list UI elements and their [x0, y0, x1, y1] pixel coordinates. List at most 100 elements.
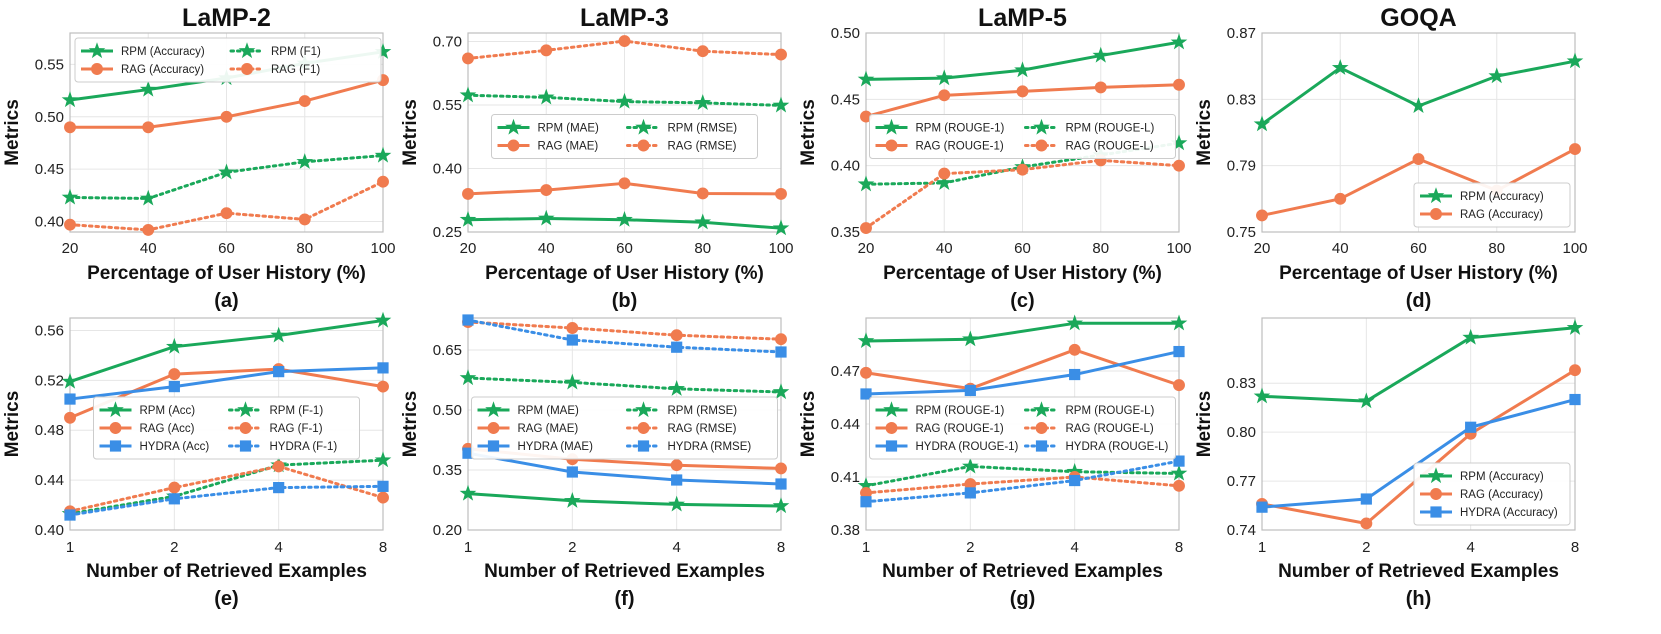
legend-marker [637, 422, 650, 434]
legend-label: RAG (F1) [271, 64, 320, 76]
data-point-rag-rmse [462, 52, 474, 65]
y-axis-label: Metrics [1194, 391, 1215, 458]
legend-marker [1427, 467, 1445, 484]
legend-marker [1033, 401, 1050, 418]
x-tick-label: 80 [694, 240, 711, 257]
legend-marker [238, 42, 256, 59]
data-point-rag-rmse [618, 35, 631, 47]
plot-frame [467, 32, 782, 233]
data-point-rpm-rmse [668, 380, 685, 396]
data-point-hydra-rmse [671, 341, 683, 353]
legend-marker [883, 401, 900, 418]
data-point-rpm-rouge-l [1170, 134, 1188, 151]
y-tick-label: 0.55 [35, 56, 64, 73]
data-point-hydra-accuracy [1569, 393, 1581, 406]
data-point-hydra-mae [671, 474, 683, 486]
legend-label: RPM (MAE) [538, 123, 600, 135]
data-point-hydra-rouge-1 [1173, 345, 1185, 358]
data-point-rpm-mae [668, 495, 685, 512]
series-line-rag-rmse [466, 320, 783, 341]
y-axis-label: Metrics [1194, 99, 1215, 166]
data-point-hydra-accuracy [1465, 421, 1477, 433]
chart-sublabel: (f) [615, 588, 635, 610]
data-point-rpm-rouge-l [857, 175, 875, 192]
legend-label: RPM (ROUGE-L) [1066, 123, 1155, 135]
y-axis-label: Metrics [400, 391, 421, 458]
data-point-hydra-accuracy [1256, 501, 1268, 513]
series-line-rpm-f-1 [68, 458, 385, 516]
legend-label: RPM (MAE) [518, 405, 580, 417]
data-point-rpm-mae [564, 492, 581, 508]
data-point-rag-mae [775, 187, 787, 200]
series-layer [459, 35, 790, 236]
legend-label: RPM (RMSE) [668, 405, 738, 417]
legend-marker [109, 422, 122, 434]
legend-marker [239, 422, 252, 434]
data-point-hydra-acc [273, 366, 285, 378]
legend: RPM (MAE) RAG (MAE) HYDRA (MAE) RPM (RMSE) R… [471, 396, 778, 460]
data-point-rpm-mae [694, 213, 712, 230]
series-line-rag-rouge-1 [865, 348, 1180, 391]
x-axis-label: Percentage of User History (%) [87, 263, 366, 284]
x-tick-label: 80 [1092, 240, 1109, 257]
legend-label: RAG (RMSE) [668, 423, 737, 435]
y-tick-label: 0.40 [831, 158, 860, 175]
y-tick-label: 0.75 [1227, 224, 1256, 241]
data-point-rpm-f1 [61, 188, 79, 205]
x-tick-label: 60 [616, 240, 633, 257]
plot-frame [865, 32, 1180, 233]
x-tick-label: 2 [170, 539, 178, 556]
legend-box [869, 396, 1176, 460]
y-tick-label: 0.87 [1227, 25, 1256, 42]
y-tick-label: 0.35 [831, 224, 860, 241]
legend-marker [1035, 440, 1048, 452]
legend-label: HYDRA (Acc) [140, 441, 210, 453]
legend-marker [885, 139, 898, 152]
y-tick-label: 0.41 [831, 469, 860, 486]
chart-title: GOQA [1380, 4, 1456, 32]
data-point-rpm-rmse [616, 92, 633, 109]
legend-label: RAG (Acc) [140, 423, 195, 435]
legend-marker [505, 118, 522, 135]
legend-label: RAG (ROUGE-1) [916, 141, 1004, 153]
y-tick-label: 0.52 [35, 372, 64, 389]
data-point-rpm-accuracy [1410, 97, 1427, 114]
plot-frame [467, 317, 782, 531]
y-tick-label: 0.56 [35, 322, 64, 339]
y-tick-label: 0.38 [831, 522, 860, 539]
legend-label: RPM (RMSE) [668, 123, 738, 135]
x-tick-label: 20 [858, 240, 875, 257]
data-point-rag-rouge-1 [1173, 379, 1185, 392]
series-line-rpm-rmse [466, 376, 783, 394]
legend: RPM (Accuracy) RAG (Accuracy) [1413, 182, 1571, 228]
data-point-rag-accuracy [1569, 364, 1581, 377]
x-tick-label: 1 [464, 539, 472, 556]
chart-sublabel: (c) [1010, 290, 1034, 312]
legend-label: RAG (Accuracy) [1460, 209, 1543, 221]
chart-sublabel: (e) [214, 588, 238, 610]
data-point-rag-rouge-1 [1068, 343, 1081, 356]
legend: RPM (ROUGE-1) RAG (ROUGE-1) RPM (ROUGE-L) R… [869, 114, 1176, 159]
chart-sublabel: (d) [1406, 290, 1432, 312]
legend-label: RAG (RMSE) [668, 141, 737, 153]
x-tick-label: 2 [966, 539, 974, 556]
x-axis-label: Number of Retrieved Examples [1278, 561, 1559, 582]
y-tick-label: 0.50 [35, 109, 64, 126]
chart-sublabel: (h) [1406, 588, 1432, 610]
data-point-hydra-rmse [462, 314, 474, 326]
series-line-hydra-acc [69, 366, 384, 401]
data-point-rpm-accuracy [1253, 115, 1271, 132]
legend-box [1413, 462, 1571, 526]
legend-label: RAG (Accuracy) [121, 64, 204, 76]
data-point-rpm-f1 [296, 153, 314, 169]
data-point-rag-rouge-l [938, 167, 951, 180]
data-point-rag-rouge-l [860, 222, 872, 234]
chart-sublabel: (b) [612, 290, 638, 312]
data-point-hydra-rouge-l [1173, 455, 1185, 467]
legend-marker [883, 118, 900, 135]
x-tick-label: 4 [274, 539, 282, 556]
